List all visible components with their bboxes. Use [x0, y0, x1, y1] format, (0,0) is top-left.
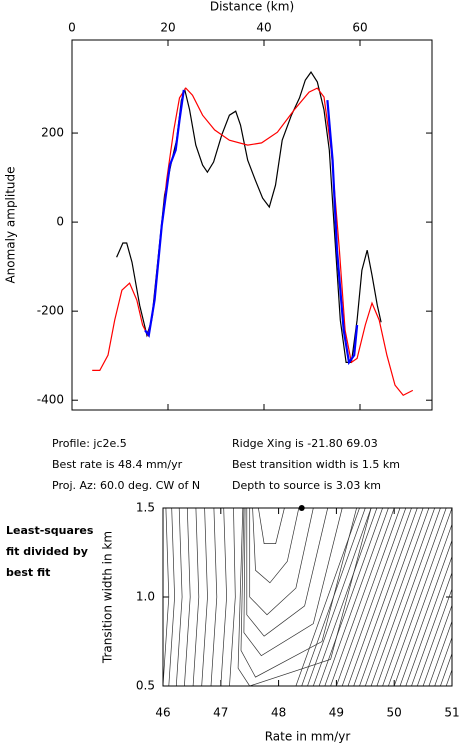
contour-line	[399, 539, 452, 686]
y-axis-label: Anomaly amplitude	[4, 166, 18, 283]
x-tick-label: 47	[213, 706, 228, 720]
contour-line	[246, 508, 329, 637]
x-tick-label: 40	[256, 21, 271, 35]
annotation: Depth to source is 3.03 km	[232, 479, 381, 492]
contour-line	[237, 508, 372, 686]
data-line	[92, 87, 414, 397]
annotation: Profile: jc2e.5	[52, 437, 127, 450]
contour-line	[295, 508, 360, 686]
contour-line	[359, 508, 424, 686]
note-line: Least-squares	[6, 524, 94, 537]
contour-line	[201, 508, 208, 686]
x-axis-label: Rate in mm/yr	[265, 730, 351, 744]
data-line	[144, 89, 359, 366]
y-axis-label: Transition width in km	[101, 531, 115, 664]
contour-line	[229, 508, 236, 686]
contour-line	[370, 508, 436, 686]
contour-line	[428, 620, 452, 686]
x-tick-label: 51	[444, 706, 459, 720]
contour-line	[312, 508, 378, 686]
annotation: Ridge Xing is -21.80 69.03	[232, 437, 378, 450]
contour-line	[411, 571, 452, 686]
contour-line	[388, 508, 452, 686]
x-tick-label: 46	[155, 706, 170, 720]
plot-frame	[71, 39, 433, 411]
annotation: Proj. Az: 60.0 deg. CW of N	[52, 479, 200, 492]
plot-frame	[162, 507, 453, 687]
contour-line	[175, 508, 183, 686]
x-axis-label: Distance (km)	[210, 0, 294, 14]
contour-line	[341, 508, 407, 686]
x-tick-label: 20	[160, 21, 175, 35]
contour-line	[393, 523, 452, 686]
x-tick-label: 48	[271, 706, 286, 720]
x-tick-label: 0	[68, 21, 76, 35]
y-tick-label: 1.5	[136, 501, 155, 515]
note-line: best fit	[6, 566, 50, 579]
contour-line	[324, 508, 389, 686]
contour-line	[382, 508, 447, 686]
contour-line	[301, 508, 366, 686]
contour-line	[405, 555, 452, 686]
contour-line	[336, 508, 401, 686]
y-tick-label: -400	[37, 393, 64, 407]
contour-line	[353, 508, 418, 686]
contour-line	[347, 508, 412, 686]
y-tick-label: 1.0	[136, 590, 155, 604]
contour-line	[416, 587, 452, 686]
contour-line	[220, 508, 227, 686]
contour-line	[210, 508, 218, 686]
annotation: Best rate is 48.4 mm/yr	[52, 458, 183, 471]
contour-line	[422, 604, 452, 686]
contour-line	[434, 636, 452, 686]
contour-group	[163, 508, 452, 686]
contour-line	[192, 508, 200, 686]
contour-line	[364, 508, 430, 686]
contour-line	[330, 508, 395, 686]
data-line	[116, 71, 382, 363]
contour-line	[252, 508, 300, 584]
contour-line	[243, 508, 343, 657]
contour-line	[168, 508, 175, 686]
contour-line	[184, 508, 191, 686]
contour-line	[163, 508, 170, 686]
x-tick-label: 50	[387, 706, 402, 720]
y-tick-label: -200	[37, 304, 64, 318]
y-tick-label: 0.5	[136, 679, 155, 693]
contour-line	[440, 652, 452, 686]
contour-line	[318, 508, 383, 686]
contour-line	[249, 508, 314, 616]
contour-line	[376, 508, 441, 686]
y-tick-label: 200	[41, 126, 64, 140]
x-tick-label: 49	[329, 706, 344, 720]
contour-line	[307, 508, 372, 686]
best-fit-marker	[298, 505, 305, 511]
annotation: Best transition width is 1.5 km	[232, 458, 400, 471]
contour-line	[258, 508, 285, 544]
x-tick-label: 60	[352, 21, 367, 35]
note-line: fit divided by	[6, 545, 88, 558]
y-tick-label: 0	[56, 215, 64, 229]
